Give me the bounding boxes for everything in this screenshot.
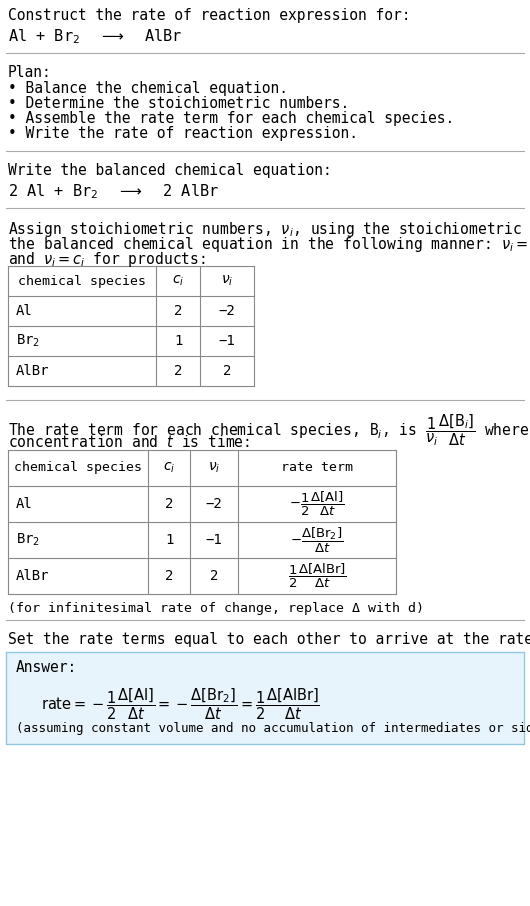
Text: −1: −1	[219, 334, 235, 348]
Text: 2: 2	[223, 364, 231, 378]
Text: Br$_2$: Br$_2$	[16, 333, 40, 349]
Text: AlBr: AlBr	[16, 569, 49, 583]
Text: −2: −2	[206, 497, 223, 511]
Text: $\dfrac{1}{2}\dfrac{\Delta[\mathrm{AlBr}]}{\Delta t}$: $\dfrac{1}{2}\dfrac{\Delta[\mathrm{AlBr}…	[288, 562, 347, 590]
Text: $\nu_i$: $\nu_i$	[221, 274, 233, 288]
Text: $\nu_i$: $\nu_i$	[208, 461, 220, 476]
Text: The rate term for each chemical species, B$_i$, is $\dfrac{1}{\nu_i}\dfrac{\Delt: The rate term for each chemical species,…	[8, 412, 530, 448]
Text: Write the balanced chemical equation:: Write the balanced chemical equation:	[8, 163, 332, 178]
Text: concentration and $t$ is time:: concentration and $t$ is time:	[8, 434, 250, 450]
Text: Construct the rate of reaction expression for:: Construct the rate of reaction expressio…	[8, 8, 411, 23]
Text: (assuming constant volume and no accumulation of intermediates or side products): (assuming constant volume and no accumul…	[16, 722, 530, 735]
Text: AlBr: AlBr	[16, 364, 49, 378]
Text: 2: 2	[174, 304, 182, 318]
Text: Al: Al	[16, 497, 33, 511]
Text: rate term: rate term	[281, 461, 353, 475]
Text: Plan:: Plan:	[8, 65, 52, 80]
Text: • Assemble the rate term for each chemical species.: • Assemble the rate term for each chemic…	[8, 111, 454, 126]
Text: $\mathrm{rate} = -\dfrac{1}{2}\dfrac{\Delta[\mathrm{Al}]}{\Delta t} = -\dfrac{\D: $\mathrm{rate} = -\dfrac{1}{2}\dfrac{\De…	[41, 686, 320, 721]
Text: $-\dfrac{1}{2}\dfrac{\Delta[\mathrm{Al}]}{\Delta t}$: $-\dfrac{1}{2}\dfrac{\Delta[\mathrm{Al}]…	[289, 490, 344, 518]
Text: Answer:: Answer:	[16, 660, 77, 675]
Text: 1: 1	[165, 533, 173, 547]
Text: 2: 2	[165, 497, 173, 511]
Text: • Write the rate of reaction expression.: • Write the rate of reaction expression.	[8, 126, 358, 141]
Text: Set the rate terms equal to each other to arrive at the rate expression:: Set the rate terms equal to each other t…	[8, 632, 530, 647]
Text: Br$_2$: Br$_2$	[16, 532, 40, 548]
FancyBboxPatch shape	[6, 652, 524, 744]
Text: chemical species: chemical species	[14, 461, 142, 475]
Text: Al + Br$_2$  $\longrightarrow$  AlBr: Al + Br$_2$ $\longrightarrow$ AlBr	[8, 27, 182, 45]
Text: 2 Al + Br$_2$  $\longrightarrow$  2 AlBr: 2 Al + Br$_2$ $\longrightarrow$ 2 AlBr	[8, 182, 219, 201]
Text: and $\nu_i = c_i$ for products:: and $\nu_i = c_i$ for products:	[8, 250, 206, 269]
Text: • Balance the chemical equation.: • Balance the chemical equation.	[8, 81, 288, 96]
Text: Al: Al	[16, 304, 33, 318]
Text: 2: 2	[210, 569, 218, 583]
Text: −2: −2	[219, 304, 235, 318]
Text: 2: 2	[174, 364, 182, 378]
Text: • Determine the stoichiometric numbers.: • Determine the stoichiometric numbers.	[8, 96, 349, 111]
Text: the balanced chemical equation in the following manner: $\nu_i = -c_i$ for react: the balanced chemical equation in the fo…	[8, 235, 530, 254]
Text: $-\dfrac{\Delta[\mathrm{Br}_2]}{\Delta t}$: $-\dfrac{\Delta[\mathrm{Br}_2]}{\Delta t…	[290, 525, 344, 554]
Text: $c_i$: $c_i$	[172, 274, 184, 288]
Text: (for infinitesimal rate of change, replace Δ with d): (for infinitesimal rate of change, repla…	[8, 602, 424, 615]
Text: 1: 1	[174, 334, 182, 348]
Text: $c_i$: $c_i$	[163, 461, 175, 476]
Text: Assign stoichiometric numbers, $\nu_i$, using the stoichiometric coefficients, $: Assign stoichiometric numbers, $\nu_i$, …	[8, 220, 530, 239]
Text: chemical species: chemical species	[18, 275, 146, 287]
Text: 2: 2	[165, 569, 173, 583]
Text: −1: −1	[206, 533, 223, 547]
